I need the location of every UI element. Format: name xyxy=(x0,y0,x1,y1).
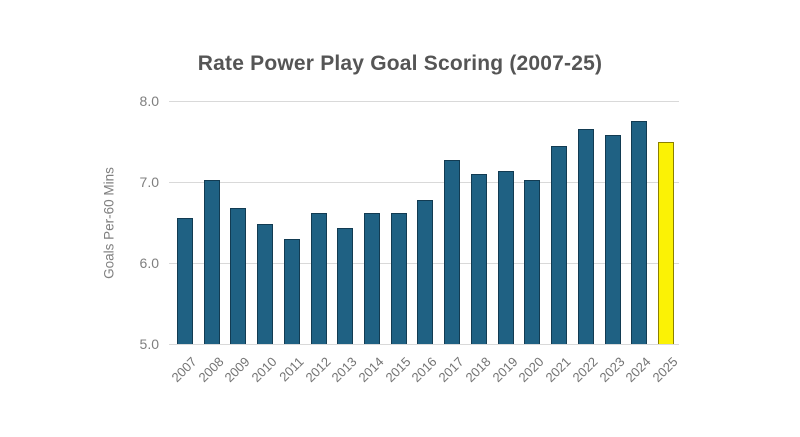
gridline-8 xyxy=(169,101,679,102)
y-tick-label-5.0: 5.0 xyxy=(139,336,159,352)
y-axis-title-wrap: Goals Per-60 Mins xyxy=(96,101,122,344)
bar-2025 xyxy=(657,141,674,344)
gridline-5 xyxy=(169,344,679,345)
bar-2011 xyxy=(283,238,300,344)
bar-2012 xyxy=(310,212,327,344)
bar-2018 xyxy=(470,173,487,344)
bar-2020 xyxy=(524,180,541,344)
bar-2019 xyxy=(497,170,514,344)
bar-2007 xyxy=(177,218,193,344)
bar-2017 xyxy=(444,160,461,344)
bar-2024 xyxy=(631,121,648,344)
bar-2010 xyxy=(257,224,274,344)
y-tick-label-6.0: 6.0 xyxy=(139,255,159,271)
bar-2009 xyxy=(230,207,247,344)
bar-2023 xyxy=(604,135,621,344)
bar-2013 xyxy=(337,228,354,344)
bar-2016 xyxy=(417,199,434,344)
bar-2021 xyxy=(551,145,568,344)
plot-area xyxy=(169,101,679,345)
chart-title: Rate Power Play Goal Scoring (2007-25) xyxy=(197,52,603,75)
y-tick-label-8.0: 8.0 xyxy=(139,93,159,109)
bar-2015 xyxy=(390,212,407,344)
y-axis-title: Goals Per-60 Mins xyxy=(101,166,117,279)
bar-2008 xyxy=(203,179,220,344)
y-tick-label-7.0: 7.0 xyxy=(139,174,159,190)
bar-2022 xyxy=(577,128,594,344)
gridline-7 xyxy=(169,182,679,183)
bar-2014 xyxy=(364,212,381,344)
